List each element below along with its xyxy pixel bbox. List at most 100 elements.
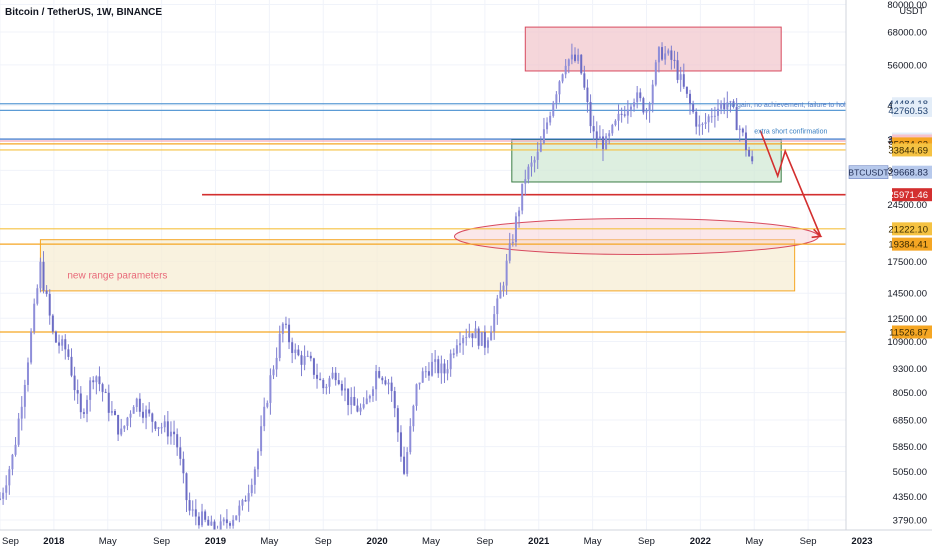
candle-body — [486, 340, 489, 348]
candle-body — [82, 412, 85, 414]
candle-body — [524, 179, 527, 184]
candle-body — [365, 398, 368, 405]
candle-body — [399, 432, 402, 457]
price-tick-label: 5050.00 — [893, 467, 927, 478]
candle-body — [26, 362, 29, 385]
price-badge[interactable] — [892, 188, 932, 202]
time-tick-label: 2019 — [205, 536, 226, 547]
candle-body — [735, 107, 738, 130]
candle-body — [0, 498, 1, 500]
price-tick-label: 8050.00 — [893, 388, 927, 399]
candle-body — [219, 521, 222, 536]
candle-body — [303, 356, 306, 365]
candle-body — [138, 398, 141, 412]
candle-body — [92, 380, 95, 383]
candle-body — [14, 444, 17, 455]
candle-body — [465, 337, 468, 339]
last-price-badge[interactable] — [892, 165, 932, 179]
candle-body — [284, 323, 287, 325]
price-tick-label: 24500.00 — [887, 200, 927, 211]
candle-body — [586, 87, 589, 102]
price-badge[interactable] — [892, 237, 932, 251]
price-badge-label: 21222.10 — [888, 224, 928, 235]
price-tick-label: 9300.00 — [893, 364, 927, 375]
candle-body — [120, 428, 123, 435]
candle-body — [182, 458, 185, 474]
candle-body — [542, 129, 545, 144]
price-badge-label: 19384.41 — [888, 240, 928, 251]
candle-body — [452, 353, 455, 355]
candle-body — [751, 156, 754, 162]
price-tick-label: 14500.00 — [887, 289, 927, 300]
candle-body — [331, 372, 334, 379]
projection-arrow[interactable] — [759, 130, 822, 237]
candle-body — [496, 298, 499, 315]
candle-body — [359, 407, 362, 412]
top-supply-box[interactable] — [524, 26, 782, 72]
price-tick-label: 17500.00 — [887, 257, 927, 268]
time-tick-label: May — [422, 536, 440, 547]
last-price-label: 29668.83 — [888, 168, 928, 179]
candle-body — [710, 116, 713, 118]
candle-body — [151, 413, 154, 422]
candle-body — [5, 485, 8, 493]
candle-body — [225, 519, 228, 524]
time-axis-bg — [0, 530, 932, 550]
candle-body — [278, 333, 281, 358]
candle-body — [468, 333, 471, 338]
price-badge[interactable] — [892, 325, 932, 339]
candle-body — [2, 492, 5, 499]
candle-body — [720, 103, 723, 109]
price-badge[interactable] — [892, 222, 932, 236]
symbol-badge[interactable] — [848, 165, 889, 179]
horizontal-levels[interactable] — [0, 103, 846, 333]
time-tick-label: Sep — [2, 536, 19, 547]
candle-body — [729, 101, 732, 103]
candle-body — [552, 102, 555, 116]
candle-body — [11, 454, 14, 470]
range-box-green[interactable] — [511, 138, 782, 183]
candle-body — [595, 131, 598, 140]
candle-body — [294, 349, 297, 354]
candle-body — [378, 371, 381, 378]
candle-body — [328, 378, 331, 387]
candle-body — [275, 357, 278, 370]
candle-body — [390, 382, 393, 392]
time-axis[interactable]: 2018 May Sep 2019 May Sep 2020 May Sep 2021 May Sep… — [0, 529, 932, 550]
annotation-text: extra short confirmation — [754, 129, 827, 136]
candle-body — [521, 183, 524, 211]
candle-body — [179, 447, 182, 459]
candle-body — [726, 102, 729, 110]
price-axis[interactable]: 80000.0068000.0056000.0044000.0036000.00… — [845, 0, 932, 550]
candle-body — [698, 124, 701, 127]
candle-body — [362, 404, 365, 408]
price-badge[interactable] — [892, 143, 932, 157]
candle-body — [567, 59, 570, 66]
candle-body — [107, 392, 110, 413]
candle-body — [337, 380, 340, 385]
candle-body — [54, 331, 57, 343]
price-badge[interactable] — [892, 103, 932, 117]
candle-body — [592, 126, 595, 132]
time-tick-label: Sep — [315, 536, 332, 547]
candle-body — [176, 434, 179, 448]
candle-body — [39, 261, 42, 289]
projection-arrow-head — [811, 228, 823, 239]
new-range-box[interactable] — [39, 239, 796, 292]
candle-body — [558, 81, 561, 95]
candle-body — [169, 431, 172, 437]
candle-body — [723, 103, 726, 110]
candle-body — [527, 166, 530, 180]
candle-body — [716, 108, 719, 116]
candle-body — [424, 371, 427, 373]
time-tick-label: May — [99, 536, 117, 547]
candle-body — [415, 384, 418, 406]
candle-body — [132, 407, 135, 414]
candle-body — [546, 122, 549, 130]
candle-body — [135, 398, 138, 408]
candle-body — [446, 369, 449, 374]
candle-body — [117, 415, 120, 435]
price-tick-label: 6850.00 — [893, 415, 927, 426]
candle-body — [701, 123, 704, 125]
